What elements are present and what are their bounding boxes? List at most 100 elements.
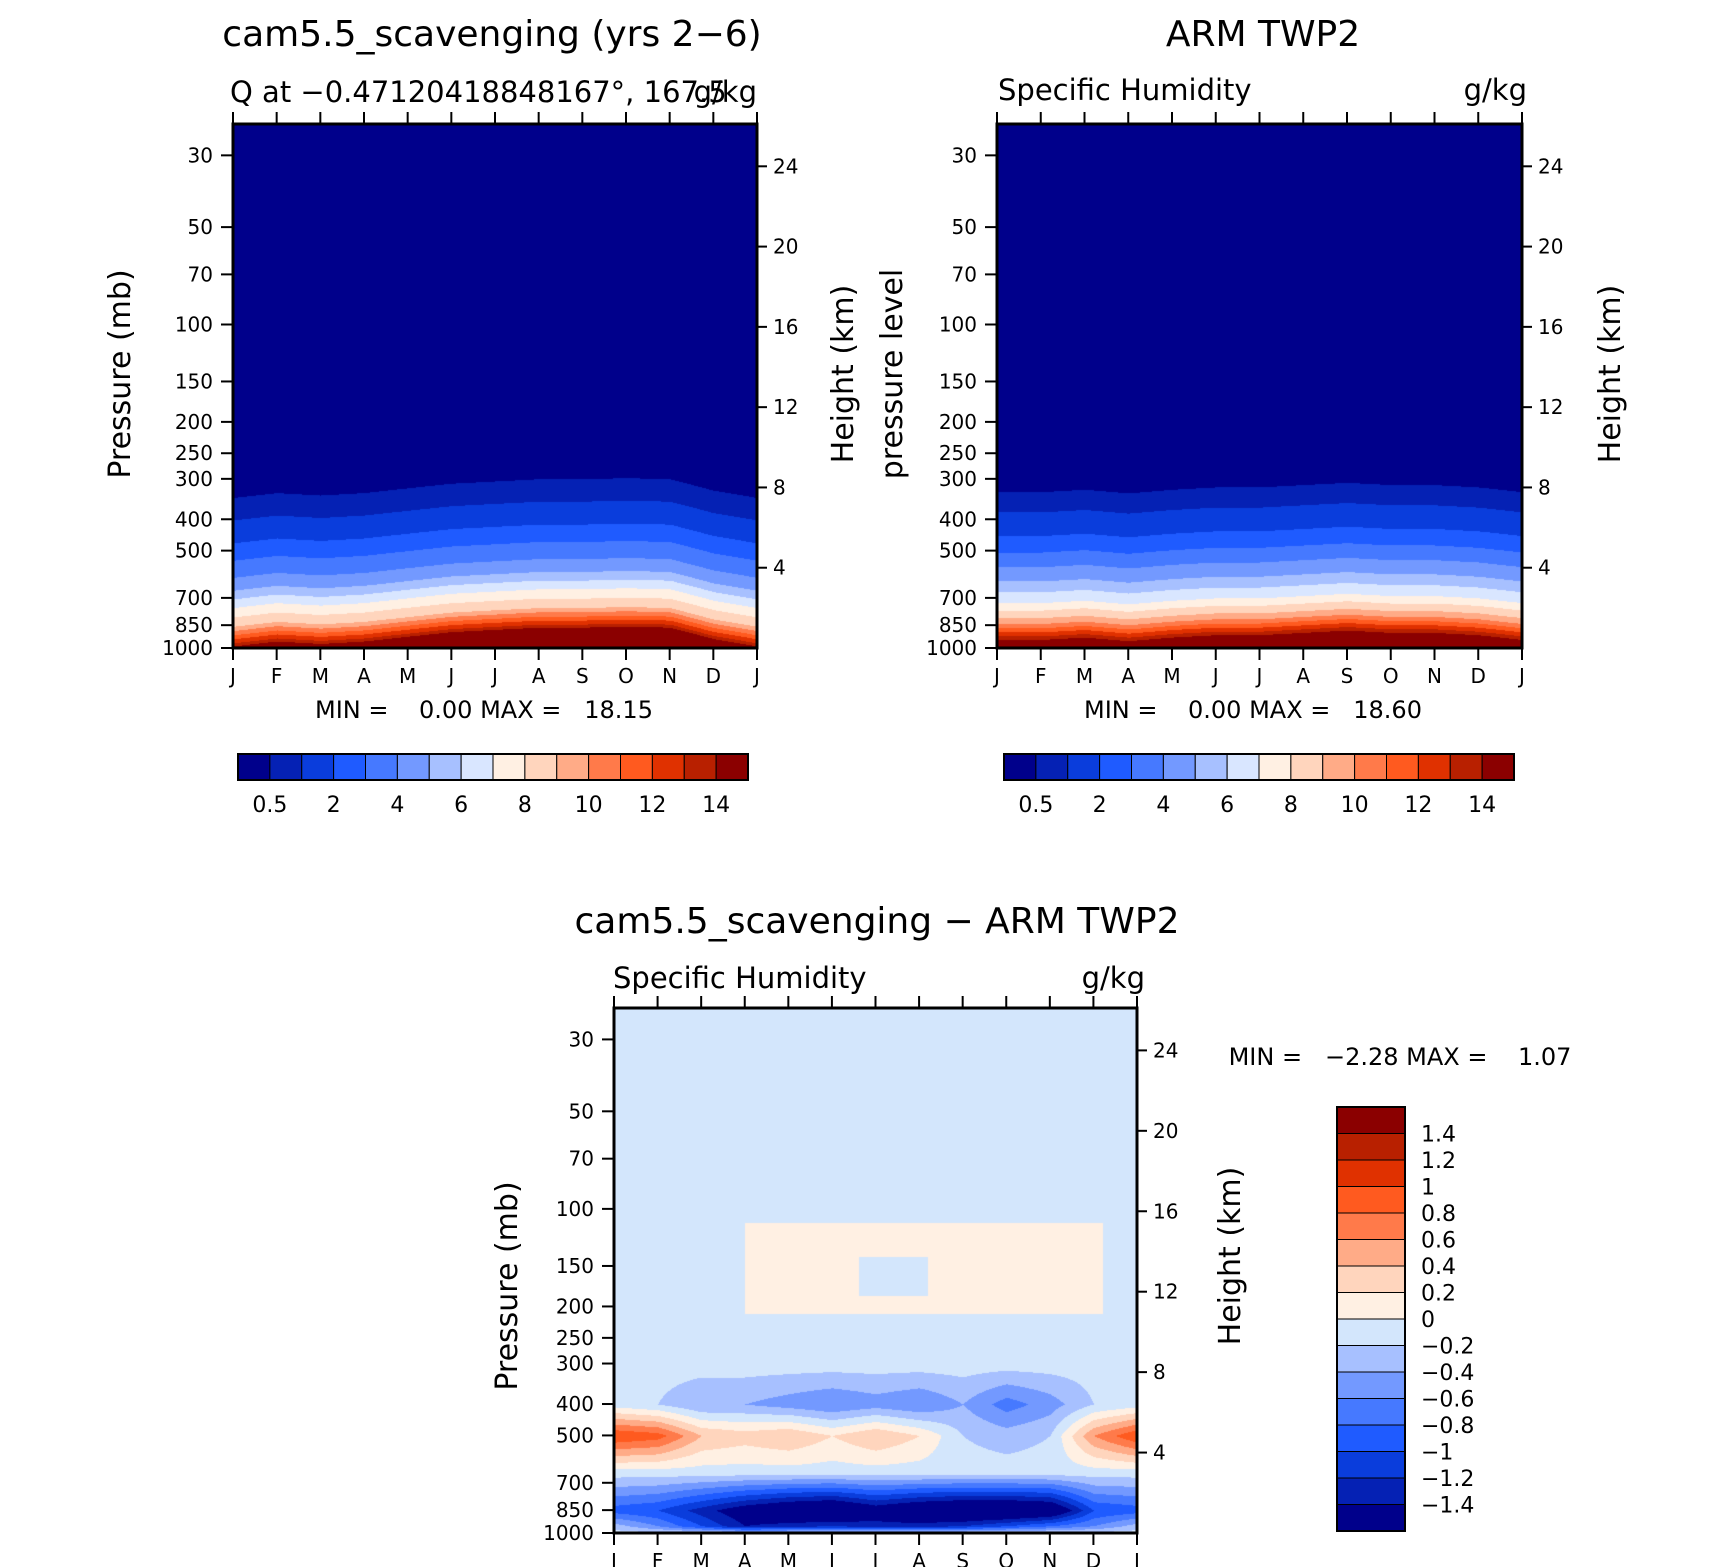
panel2-contour-fill <box>614 1008 1137 1533</box>
panel0-rtick-label: 24 <box>773 154 798 178</box>
panel2-colorbar-box <box>1336 1265 1406 1293</box>
panel1-colorbar-label: 14 <box>1468 793 1496 818</box>
panel2-colorbar-label: −0.8 <box>1421 1414 1474 1439</box>
panel1-colorbar-box <box>1322 753 1356 781</box>
panel2-xtick-label: J <box>827 1549 835 1567</box>
panel0-colorbar-label: 8 <box>518 793 532 818</box>
panel0-ytick-label: 30 <box>188 143 213 167</box>
panel1-ytick-label: 30 <box>952 143 977 167</box>
panel2-xtick-label: N <box>1042 1549 1057 1567</box>
panel2-ytick-label: 50 <box>569 1099 594 1123</box>
panel2-colorbar-label: 0 <box>1421 1308 1435 1333</box>
panel0-xtick-label: M <box>312 664 329 688</box>
panel0-ytick-label: 400 <box>175 507 213 531</box>
panel1-colorbar-box <box>1226 753 1260 781</box>
panel0-colorbar-box <box>365 753 398 781</box>
panel2-colorbar-label: 1.2 <box>1421 1149 1456 1174</box>
panel1-colorbar-label: 8 <box>1284 793 1298 818</box>
panel0-rtick-label: 16 <box>773 315 798 339</box>
panel2-xtick-label: J <box>609 1549 617 1567</box>
panel1-ytick-label: 100 <box>939 313 977 337</box>
panel2-colorbar-box <box>1336 1451 1406 1479</box>
panel2-colorbar-box <box>1336 1133 1406 1161</box>
panel-model-right-string: g/kg <box>694 75 757 109</box>
panel0-xtick-label: M <box>399 664 416 688</box>
panel2-ytick-label: 70 <box>569 1147 594 1171</box>
panel1-rtick-label: 24 <box>1538 154 1563 178</box>
panel1-colorbar-label: 10 <box>1341 793 1369 818</box>
panel1-ytick-label: 250 <box>939 441 977 465</box>
panel2-colorbar-box <box>1336 1504 1406 1532</box>
panel1-ytick-label: 70 <box>952 262 977 286</box>
panel1-colorbar-label: 2 <box>1093 793 1107 818</box>
panel0-colorbar-box <box>396 753 430 781</box>
panel2-xtick-label: M <box>780 1549 797 1567</box>
panel-diff-left-string: Specific Humidity <box>613 961 867 995</box>
panel1-colorbar-label: 0.5 <box>1018 793 1053 818</box>
panel-model-title: cam5.5_scavenging (yrs 2−6) <box>222 14 761 55</box>
panel2-ytick-label: 100 <box>556 1197 594 1221</box>
panel2-ytick-label: 850 <box>556 1498 594 1522</box>
panel1-xtick-label: O <box>1383 664 1399 688</box>
panel-model-left-string: Q at −0.47120418848167°, 167.5 <box>230 75 727 109</box>
panel1-ytick-label: 850 <box>939 613 977 637</box>
panel2-colorbar-label: 0.6 <box>1421 1229 1456 1254</box>
panel1-colorbar-box <box>1099 753 1132 781</box>
panel2-ytick-label: 200 <box>556 1294 594 1318</box>
panel1-xtick-label: N <box>1427 664 1442 688</box>
panel0-ytick-label: 100 <box>175 313 213 337</box>
panel1-xtick-label: J <box>1255 664 1263 688</box>
panel1-colorbar-box <box>1035 753 1069 781</box>
panel2-colorbar-label: 0.2 <box>1421 1282 1456 1307</box>
panel2-colorbar-label: −1 <box>1421 1441 1453 1466</box>
panel0-ytick-label: 300 <box>175 467 213 491</box>
panel0-ytick-label: 850 <box>175 613 213 637</box>
panel-diff-right-string: g/kg <box>1082 961 1145 995</box>
panel0-rtick-label: 20 <box>773 235 798 259</box>
panel2-ytick-label: 700 <box>556 1471 594 1495</box>
panel1-colorbar-box <box>1290 753 1324 781</box>
panel0-ytick-label: 1000 <box>162 636 213 660</box>
panel1-colorbar-box <box>1162 753 1196 781</box>
panel1-colorbar-box <box>1003 753 1037 781</box>
panel1-ytick-label: 200 <box>939 410 977 434</box>
panel0-colorbar-label: 4 <box>390 793 404 818</box>
panel1-xtick-label: M <box>1076 664 1093 688</box>
panel0-rtick-label: 4 <box>773 556 786 580</box>
panel1-xtick-label: J <box>992 664 1000 688</box>
panel0-ytick-label: 250 <box>175 441 213 465</box>
panel1-colorbar-box <box>1194 753 1228 781</box>
panel2-xtick-label: J <box>1132 1549 1140 1567</box>
panel2-rtick-label: 12 <box>1153 1280 1178 1304</box>
panel1-rtick-label: 4 <box>1538 556 1551 580</box>
panel0-rtick-label: 8 <box>773 475 786 499</box>
panel2-colorbar-box <box>1336 1212 1406 1240</box>
panel0-xtick-label: D <box>706 664 721 688</box>
panel2-xtick-label: F <box>652 1549 664 1567</box>
panel0-colorbar-box <box>269 753 303 781</box>
panel0-ytick-label: 150 <box>175 369 213 393</box>
panel1-colorbar-box <box>1386 753 1419 781</box>
panel1-ytick-label: 700 <box>939 586 977 610</box>
panel2-colorbar-box <box>1336 1318 1406 1346</box>
panel2-rtick-label: 16 <box>1153 1199 1178 1223</box>
panel0-colorbar-outline <box>237 753 749 781</box>
panel-diff-right-axis-label: Height (km) <box>1213 1167 1248 1346</box>
panel0-colorbar-box <box>492 753 526 781</box>
panel1-colorbar-box <box>1354 753 1387 781</box>
panel2-ytick-label: 1000 <box>543 1521 594 1545</box>
panel1-ytick-label: 300 <box>939 467 977 491</box>
panel2-colorbar-label: −1.2 <box>1421 1467 1474 1492</box>
panel2-colorbar-box <box>1336 1424 1406 1452</box>
panel0-colorbar-box <box>651 753 685 781</box>
panel-model: cam5.5_scavenging (yrs 2−6) Q at −0.4712… <box>103 14 861 818</box>
panel0-ytick-label: 200 <box>175 410 213 434</box>
panel2-ytick-label: 500 <box>556 1423 594 1447</box>
panel-obs-title: ARM TWP2 <box>1166 14 1360 55</box>
panel1-xtick-label: J <box>1211 664 1219 688</box>
panel0-rtick-label: 12 <box>773 395 798 419</box>
panel1-colorbar-outline <box>1003 753 1515 781</box>
panel0-colorbar-box <box>524 753 558 781</box>
panel-model-left-axis-label: Pressure (mb) <box>103 269 138 478</box>
